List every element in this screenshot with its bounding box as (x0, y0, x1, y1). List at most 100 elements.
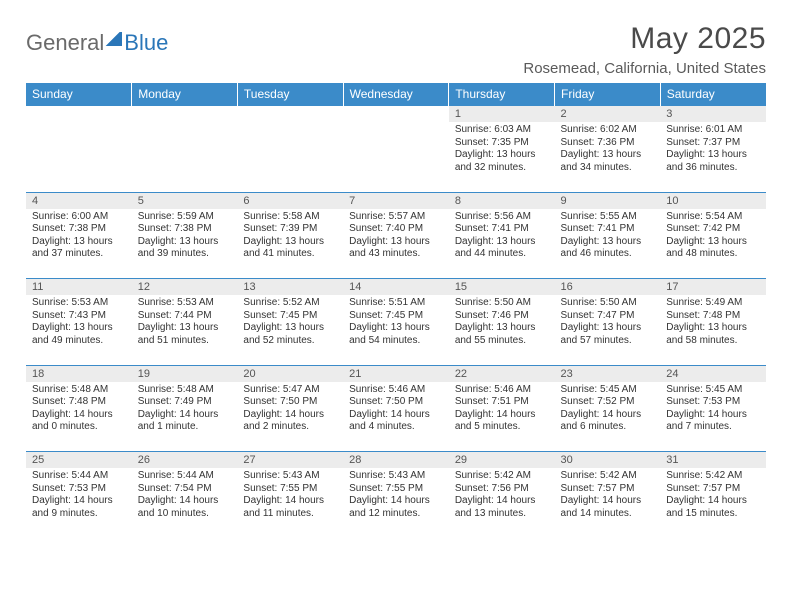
sunset-text: Sunset: 7:41 PM (561, 223, 655, 236)
weekday-header: Wednesday (343, 83, 449, 106)
daylight-text: Daylight: 14 hours (561, 495, 655, 508)
day-details: Sunrise: 5:46 AMSunset: 7:50 PMDaylight:… (343, 382, 449, 438)
day-number-cell (132, 106, 238, 123)
daylight-text: and 41 minutes. (243, 248, 337, 261)
day-cell: Sunrise: 5:50 AMSunset: 7:46 PMDaylight:… (449, 295, 555, 365)
day-number-cell: 9 (555, 192, 661, 209)
day-number-cell: 3 (660, 106, 766, 123)
daylight-text: and 37 minutes. (32, 248, 126, 261)
day-number-cell: 21 (343, 365, 449, 382)
day-number-cell: 26 (132, 452, 238, 469)
daylight-text: Daylight: 14 hours (561, 409, 655, 422)
daylight-text: and 57 minutes. (561, 335, 655, 348)
week-body-row: Sunrise: 6:00 AMSunset: 7:38 PM Daylight:… (26, 209, 766, 279)
daylight-text: and 9 minutes. (32, 508, 126, 521)
day-number-cell: 10 (660, 192, 766, 209)
day-cell (26, 122, 132, 192)
day-cell: Sunrise: 5:54 AMSunset: 7:42 PMDaylight:… (660, 209, 766, 279)
daynum-row: 25262728293031 (26, 452, 766, 469)
sunset-text: Sunset: 7:50 PM (243, 396, 337, 409)
sunrise-text: Sunrise: 5:55 AM (561, 211, 655, 224)
daylight-text: Daylight: 14 hours (138, 409, 232, 422)
day-details: Sunrise: 5:55 AMSunset: 7:41 PMDaylight:… (555, 209, 661, 265)
sunset-text: Sunset: 7:49 PM (138, 396, 232, 409)
daylight-text: Daylight: 13 hours (455, 149, 549, 162)
logo-text-general: General (26, 30, 104, 56)
day-details: Sunrise: 5:47 AMSunset: 7:50 PMDaylight:… (237, 382, 343, 438)
day-cell: Sunrise: 5:42 AMSunset: 7:56 PMDaylight:… (449, 468, 555, 538)
daynum-row: 11121314151617 (26, 279, 766, 296)
daylight-text: and 49 minutes. (32, 335, 126, 348)
daylight-text: and 0 minutes. (32, 421, 126, 434)
daylight-text: and 48 minutes. (666, 248, 760, 261)
sunset-text: Sunset: 7:55 PM (243, 483, 337, 496)
day-number-cell: 17 (660, 279, 766, 296)
calendar-page: General Blue May 2025 Rosemead, Californ… (0, 0, 792, 548)
day-details: Sunrise: 5:49 AMSunset: 7:48 PMDaylight:… (660, 295, 766, 351)
sunset-text: Sunset: 7:43 PM (32, 310, 126, 323)
sunset-text: Sunset: 7:46 PM (455, 310, 549, 323)
day-cell (237, 122, 343, 192)
day-number-cell: 30 (555, 452, 661, 469)
day-number-cell: 7 (343, 192, 449, 209)
day-cell: Sunrise: 5:49 AMSunset: 7:48 PMDaylight:… (660, 295, 766, 365)
day-details: Sunrise: 5:42 AMSunset: 7:57 PMDaylight:… (660, 468, 766, 524)
day-cell: Sunrise: 5:44 AMSunset: 7:54 PMDaylight:… (132, 468, 238, 538)
sunset-text: Sunset: 7:52 PM (561, 396, 655, 409)
day-details: Sunrise: 5:44 AMSunset: 7:53 PMDaylight:… (26, 468, 132, 524)
daynum-row: 18192021222324 (26, 365, 766, 382)
sunset-text: Sunset: 7:55 PM (349, 483, 443, 496)
sunset-text: Sunset: 7:48 PM (32, 396, 126, 409)
day-cell: Sunrise: 5:59 AMSunset: 7:38 PMDaylight:… (132, 209, 238, 279)
day-number-cell (343, 106, 449, 123)
sunset-text: Sunset: 7:57 PM (561, 483, 655, 496)
sunrise-text: Sunrise: 5:59 AM (138, 211, 232, 224)
sunrise-text: Sunrise: 5:48 AM (32, 384, 126, 397)
sunset-text: Sunset: 7:44 PM (138, 310, 232, 323)
day-number-cell: 13 (237, 279, 343, 296)
sunrise-text: Sunrise: 6:00 AM (32, 211, 126, 224)
daylight-text: Daylight: 13 hours (138, 322, 232, 335)
day-cell: Sunrise: 5:48 AMSunset: 7:49 PMDaylight:… (132, 382, 238, 452)
sunset-text: Sunset: 7:57 PM (666, 483, 760, 496)
day-details: Sunrise: 5:57 AMSunset: 7:40 PMDaylight:… (343, 209, 449, 265)
day-cell: Sunrise: 5:46 AMSunset: 7:51 PMDaylight:… (449, 382, 555, 452)
daylight-text: Daylight: 14 hours (32, 495, 126, 508)
day-cell: Sunrise: 5:44 AMSunset: 7:53 PMDaylight:… (26, 468, 132, 538)
weekday-header: Friday (555, 83, 661, 106)
sunrise-text: Sunrise: 5:44 AM (32, 470, 126, 483)
daylight-text: Daylight: 13 hours (243, 322, 337, 335)
daynum-row: 45678910 (26, 192, 766, 209)
day-cell: Sunrise: 5:43 AMSunset: 7:55 PMDaylight:… (237, 468, 343, 538)
daylight-text: Daylight: 13 hours (349, 236, 443, 249)
sunrise-text: Sunrise: 5:53 AM (138, 297, 232, 310)
day-details: Sunrise: 5:53 AMSunset: 7:43 PMDaylight:… (26, 295, 132, 351)
day-cell: Sunrise: 6:02 AMSunset: 7:36 PMDaylight:… (555, 122, 661, 192)
sunrise-text: Sunrise: 5:57 AM (349, 211, 443, 224)
sunset-text: Sunset: 7:51 PM (455, 396, 549, 409)
daylight-text: and 4 minutes. (349, 421, 443, 434)
daylight-text: and 32 minutes. (455, 162, 549, 175)
daylight-text: and 7 minutes. (666, 421, 760, 434)
day-details: Sunrise: 5:45 AMSunset: 7:53 PMDaylight:… (660, 382, 766, 438)
weekday-header: Saturday (660, 83, 766, 106)
daylight-text: and 2 minutes. (243, 421, 337, 434)
day-details: Sunrise: 5:58 AMSunset: 7:39 PMDaylight:… (237, 209, 343, 265)
day-number-cell: 15 (449, 279, 555, 296)
sunrise-text: Sunrise: 5:49 AM (666, 297, 760, 310)
day-cell: Sunrise: 6:00 AMSunset: 7:38 PMDaylight:… (26, 209, 132, 279)
sunset-text: Sunset: 7:38 PM (32, 223, 126, 236)
sunrise-text: Sunrise: 6:03 AM (455, 124, 549, 137)
day-cell: Sunrise: 5:53 AMSunset: 7:44 PMDaylight:… (132, 295, 238, 365)
sunrise-text: Sunrise: 5:50 AM (455, 297, 549, 310)
day-cell: Sunrise: 5:57 AMSunset: 7:40 PMDaylight:… (343, 209, 449, 279)
daylight-text: Daylight: 14 hours (666, 495, 760, 508)
day-details: Sunrise: 5:56 AMSunset: 7:41 PMDaylight:… (449, 209, 555, 265)
sunset-text: Sunset: 7:45 PM (349, 310, 443, 323)
logo-triangle-icon (104, 32, 122, 46)
week-body-row: Sunrise: 6:03 AMSunset: 7:35 PMDaylight:… (26, 122, 766, 192)
daylight-text: and 39 minutes. (138, 248, 232, 261)
daylight-text: Daylight: 13 hours (666, 322, 760, 335)
day-cell: Sunrise: 5:45 AMSunset: 7:52 PMDaylight:… (555, 382, 661, 452)
day-number-cell: 28 (343, 452, 449, 469)
